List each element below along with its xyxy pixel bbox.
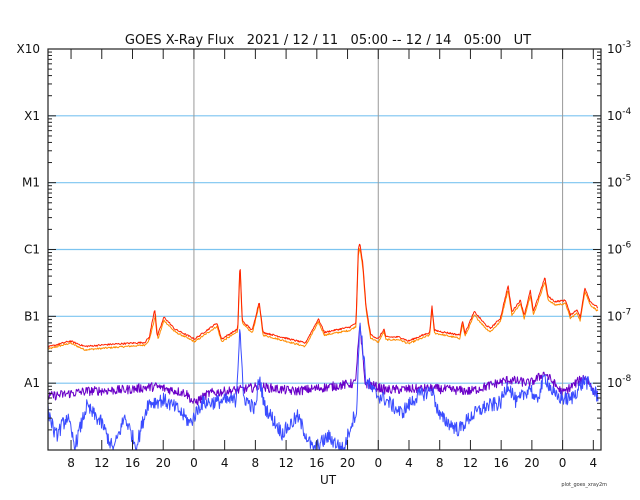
x-tick-label: 4 xyxy=(405,456,413,470)
y-tick-label-class: C1 xyxy=(24,243,40,257)
x-tick-label: 20 xyxy=(156,456,171,470)
x-tick-label: 8 xyxy=(67,456,75,470)
x-tick-label: 4 xyxy=(589,456,597,470)
y-tick-label-class: B1 xyxy=(24,309,40,323)
x-tick-label: 16 xyxy=(125,456,140,470)
y-tick-label-flux: 10-4 xyxy=(607,107,632,123)
x-tick-label: 16 xyxy=(494,456,509,470)
x-tick-label: 16 xyxy=(309,456,324,470)
x-tick-label: 12 xyxy=(94,456,109,470)
series-line-1 xyxy=(47,243,599,348)
series-line-3 xyxy=(47,322,599,451)
x-tick-label: 8 xyxy=(436,456,444,470)
x-tick-label: 20 xyxy=(524,456,539,470)
footer-note: plot_goes_xray2m xyxy=(561,482,607,488)
x-tick-label: 0 xyxy=(374,456,382,470)
y-tick-label-class: X10 xyxy=(17,42,41,56)
series-line-0 xyxy=(47,248,599,351)
x-tick-label: 0 xyxy=(559,456,567,470)
y-tick-label-class: M1 xyxy=(22,176,40,190)
y-tick-label-flux: 10-8 xyxy=(607,374,632,390)
y-tick-label-flux: 10-5 xyxy=(607,174,631,190)
y-tick-label-class: X1 xyxy=(24,109,40,123)
y-tick-label-flux: 10-7 xyxy=(607,307,631,323)
y-tick-label-flux: 10-3 xyxy=(607,40,631,56)
x-tick-label: 12 xyxy=(278,456,293,470)
series-line-2 xyxy=(47,324,599,406)
x-tick-label: 20 xyxy=(340,456,355,470)
y-tick-label-flux: 10-6 xyxy=(607,241,632,257)
x-tick-label: 8 xyxy=(252,456,260,470)
x-axis-label: UT xyxy=(320,473,337,487)
chart-title: GOES X-Ray Flux 2021 / 12 / 11 05:00 -- … xyxy=(125,33,531,48)
x-tick-label: 0 xyxy=(190,456,198,470)
y-tick-label-class: A1 xyxy=(24,376,40,390)
x-tick-label: 4 xyxy=(221,456,229,470)
x-tick-label: 12 xyxy=(463,456,478,470)
